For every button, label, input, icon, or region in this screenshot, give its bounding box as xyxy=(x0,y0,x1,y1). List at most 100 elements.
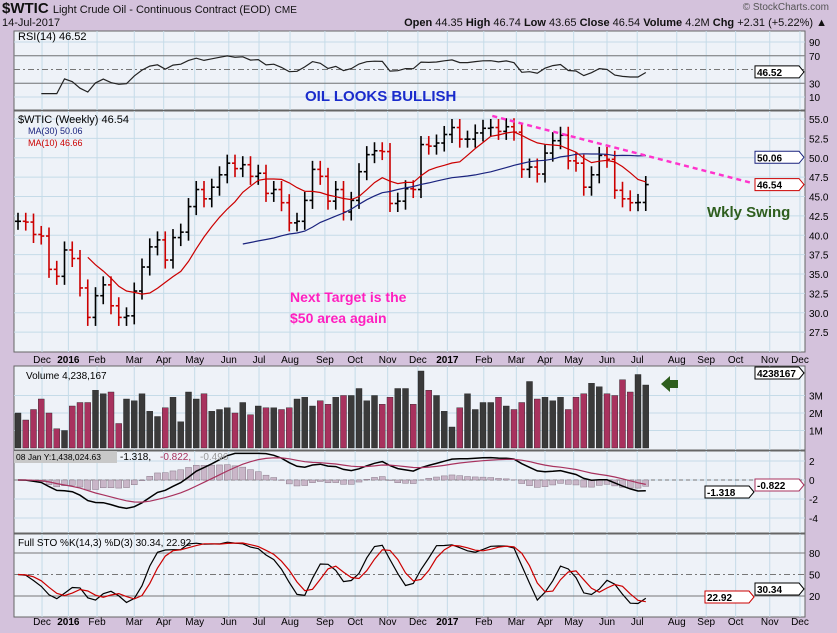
macd-tick-label: -2 xyxy=(809,495,818,506)
x-tick-label: Nov xyxy=(379,617,397,628)
volume-bar xyxy=(534,398,541,449)
macd-histogram-bar xyxy=(115,479,122,489)
macd-histogram-bar xyxy=(526,479,533,486)
x-tick-label: Aug xyxy=(281,355,299,366)
price-bar xyxy=(170,229,176,269)
x-tick-label: 2016 xyxy=(57,617,80,628)
x-tick-label: Feb xyxy=(88,617,106,628)
x-tick-label: Jun xyxy=(599,355,615,366)
volume-bar xyxy=(255,405,262,449)
volume-bar xyxy=(92,390,99,449)
price-bar xyxy=(38,225,45,245)
volume-bar xyxy=(402,388,409,449)
price-tick-label: 40.0 xyxy=(809,231,829,242)
volume-bar xyxy=(340,395,347,449)
volume-bar xyxy=(138,393,146,449)
high-label: High xyxy=(465,17,491,29)
volume-bar xyxy=(278,409,285,449)
price-bar xyxy=(92,287,99,326)
macd-histogram-bar xyxy=(518,479,525,484)
rsi-last-tag-box xyxy=(754,65,805,79)
x-tick-label: Sep xyxy=(697,355,715,366)
macd-histogram-bar xyxy=(487,477,494,481)
price-bar xyxy=(84,279,91,326)
macd-histogram-bar xyxy=(138,479,146,481)
macd-histogram-bar xyxy=(441,475,448,481)
price-bar xyxy=(301,191,308,230)
ma30-last-tag: 50.06 xyxy=(754,150,805,164)
macd-histogram-bar xyxy=(534,479,541,488)
price-last-tag-text: 46.54 xyxy=(757,181,782,192)
macd-histogram-bar xyxy=(131,479,138,485)
volume-bar xyxy=(526,381,533,449)
price-tick-label: 47.5 xyxy=(809,173,829,184)
macd-histogram-bar xyxy=(92,479,99,490)
volume-bar xyxy=(177,421,184,449)
close-label: Close xyxy=(579,17,610,29)
ma10-legend: MA(10) 46.66 xyxy=(28,138,83,148)
macd-histogram-bar xyxy=(402,479,409,484)
price-last-tag-box xyxy=(754,178,805,192)
price-bar xyxy=(387,143,393,212)
x-tick-label: Jun xyxy=(221,355,237,366)
volume-bar xyxy=(200,393,208,449)
macd-histogram-bar xyxy=(324,479,332,483)
sto-d-last-tag: 22.92 xyxy=(704,590,755,604)
volume-bar xyxy=(84,402,91,449)
macd-tick-label: 2 xyxy=(809,457,815,468)
x-tick-label: Jul xyxy=(253,355,266,366)
volume-bar xyxy=(425,390,432,449)
macd-panel xyxy=(13,450,806,534)
x-tick-label: Mar xyxy=(126,617,144,628)
x-tick-label: Jun xyxy=(221,617,237,628)
x-tick-label: Apr xyxy=(156,617,172,628)
volume-bar xyxy=(293,398,301,449)
volume-last-tag: 4238167 xyxy=(754,366,805,380)
volume-bar xyxy=(611,395,618,449)
x-tick-label: Jul xyxy=(253,617,266,628)
macd-histogram-bar xyxy=(348,479,355,485)
price-tick-label: 42.5 xyxy=(809,212,829,223)
exchange: CME xyxy=(274,5,297,16)
price-bar xyxy=(146,238,153,276)
x-tick-label: Mar xyxy=(508,355,526,366)
volume-tick-label: 3M xyxy=(809,392,823,403)
price-bar xyxy=(30,213,37,243)
price-bar xyxy=(588,166,595,196)
macd-histogram-bar xyxy=(410,479,417,484)
price-bar xyxy=(480,119,486,142)
volume-bar xyxy=(162,407,169,449)
sto-d-last-tag-text: 22.92 xyxy=(707,593,732,604)
price-bar xyxy=(325,167,331,210)
volume-bar xyxy=(565,409,572,449)
price-bar xyxy=(472,124,479,148)
price-bar xyxy=(278,181,285,212)
macd-histogram-bar xyxy=(479,476,487,481)
volume-bar xyxy=(541,397,549,449)
volume-bar xyxy=(231,412,239,449)
price-bar xyxy=(441,125,448,152)
rsi-tick-label: 90 xyxy=(809,38,821,49)
open-label: Open xyxy=(404,17,433,29)
price-tick-label: 27.5 xyxy=(809,328,829,339)
volume-bar xyxy=(286,407,293,449)
macd-histogram-bar xyxy=(293,479,301,487)
price-bar xyxy=(317,160,324,185)
rsi-label: RSI(14) 46.52 xyxy=(18,31,86,43)
macd-histogram-bar xyxy=(332,479,339,483)
macd-histogram-bar xyxy=(286,479,293,485)
price-tick-label: 35.0 xyxy=(809,270,829,281)
price-bar xyxy=(177,223,184,247)
volume-bar xyxy=(456,407,463,449)
volume-bar xyxy=(123,398,130,449)
volume-bar xyxy=(30,409,37,449)
price-label: $WTIC (Weekly) 46.54 xyxy=(18,114,129,126)
price-bar xyxy=(425,136,432,155)
price-bar xyxy=(394,192,401,212)
price-tick-label: 32.5 xyxy=(809,289,829,300)
volume-bar xyxy=(363,400,370,449)
price-bar xyxy=(263,164,269,202)
macd-histogram-bar xyxy=(301,479,308,486)
x-tick-label: Dec xyxy=(791,355,809,366)
price-bar xyxy=(503,118,510,140)
